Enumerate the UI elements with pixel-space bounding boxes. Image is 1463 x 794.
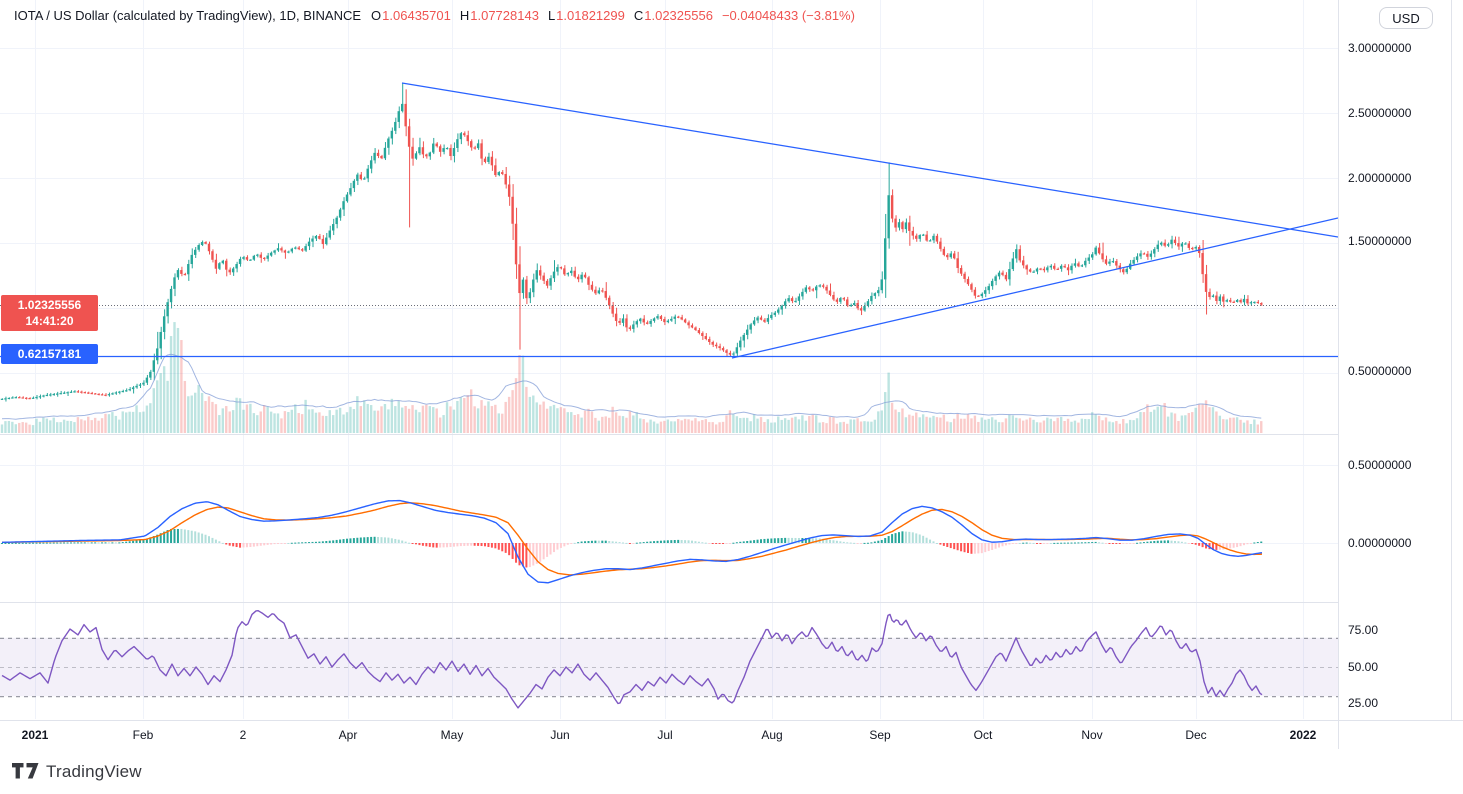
horizontal-level-label: 0.62157181	[1, 344, 98, 364]
bar-countdown: 14:41:20	[25, 314, 74, 328]
tradingview-wordmark: TradingView	[46, 761, 142, 781]
time-tick-label: Jul	[657, 728, 673, 742]
high-label: H	[459, 8, 470, 23]
footer-bar: TradingView	[0, 749, 1463, 794]
low-value: 1.01821299	[556, 8, 625, 23]
change-value: −0.04048433 (−3.81%)	[721, 8, 855, 23]
tradingview-logo-icon	[12, 763, 39, 780]
right-gutter	[1451, 0, 1463, 748]
current-price-value: 1.02325556	[17, 298, 82, 312]
axis-tick-label: 0.50000000	[1348, 364, 1412, 378]
time-tick-label: Apr	[338, 728, 358, 742]
currency-button[interactable]: USD	[1379, 7, 1433, 29]
tradingview-brand[interactable]: TradingView	[12, 762, 142, 782]
ohlc-values: O 1.06435701 H 1.07728143 L 1.01821299 C 1.0…	[371, 8, 855, 23]
time-tick-label: Nov	[1081, 728, 1103, 742]
time-tick-label: 2021	[21, 728, 49, 742]
time-tick-label: 2	[239, 728, 247, 742]
horizontal-level-value: 0.62157181	[17, 347, 82, 361]
axis-tick-label: 25.00	[1348, 696, 1379, 710]
axis-tick-label: 50.00	[1348, 660, 1379, 674]
axis-tick-label: 0.00000000	[1348, 536, 1412, 550]
open-value: 1.06435701	[382, 8, 451, 23]
time-tick-label: Sep	[869, 728, 891, 742]
time-tick-label: Feb	[132, 728, 154, 742]
symbol-title[interactable]: IOTA / US Dollar (calculated by TradingV…	[14, 8, 362, 23]
axis-tick-label: 2.00000000	[1348, 171, 1412, 185]
time-tick-label: Aug	[761, 728, 783, 742]
time-tick-label: May	[440, 728, 464, 742]
close-label: C	[633, 8, 644, 23]
chart-canvas[interactable]	[0, 0, 1338, 720]
current-price-label: 1.02325556 14:41:20	[1, 295, 98, 331]
time-tick-label: Oct	[973, 728, 993, 742]
axis-tick-label: 3.00000000	[1348, 41, 1412, 55]
axis-tick-label: 2.50000000	[1348, 106, 1412, 120]
high-value: 1.07728143	[470, 8, 539, 23]
time-axis-divider	[1338, 721, 1339, 749]
low-label: L	[547, 8, 556, 23]
price-axis[interactable]: USD 3.00000000 2.50000000 2.00000000 1.5000…	[1338, 0, 1452, 748]
open-label: O	[371, 8, 382, 23]
time-tick-label: Dec	[1185, 728, 1207, 742]
symbol-header: IOTA / US Dollar (calculated by TradingV…	[14, 8, 855, 23]
time-tick-label: 2022	[1289, 728, 1317, 742]
close-value: 1.02325556	[644, 8, 713, 23]
time-axis[interactable]: 2021 Feb 2 Apr May Jun Jul Aug Sep Oct Nov Dec 2022	[0, 720, 1463, 750]
axis-tick-label: 0.50000000	[1348, 458, 1412, 472]
axis-tick-label: 75.00	[1348, 623, 1379, 637]
axis-tick-label: 1.50000000	[1348, 234, 1412, 248]
time-tick-label: Jun	[550, 728, 570, 742]
